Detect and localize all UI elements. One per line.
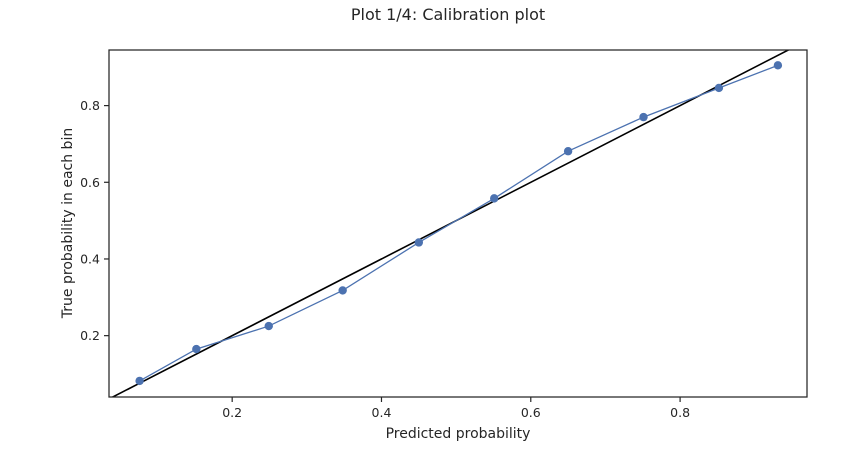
calibration-point — [264, 321, 273, 331]
calibration-point — [135, 376, 144, 386]
calibration-point — [414, 238, 424, 247]
plot-frame — [108, 49, 808, 398]
calibration-point — [192, 344, 201, 354]
x-axis-label: Predicted probability — [386, 426, 531, 442]
y-axis-label: True probability in each bin — [60, 128, 76, 319]
calibration-point — [338, 286, 347, 295]
chart-title: Plot 1/4: Calibration plot — [351, 5, 545, 24]
y-tick-label: 0.6 — [80, 175, 100, 190]
x-tick-label: 0.2 — [222, 405, 242, 420]
calibration-point — [773, 61, 783, 70]
calibration-point — [490, 194, 499, 203]
calibration-point — [563, 147, 573, 156]
calibration-point — [639, 112, 648, 122]
y-tick-label: 0.4 — [80, 251, 100, 266]
y-tick-label: 0.8 — [80, 98, 100, 113]
y-tick-label: 0.2 — [80, 328, 100, 343]
x-tick-label: 0.6 — [521, 405, 541, 420]
x-axis: 0.2 0.4 0.6 0.8 — [222, 397, 690, 420]
calibration-series-line — [139, 64, 779, 382]
x-tick-label: 0.4 — [372, 405, 392, 420]
calibration-point — [714, 83, 724, 93]
plot-area — [110, 50, 791, 397]
y-axis: 0.2 0.4 0.6 0.8 — [80, 98, 109, 343]
x-tick-label: 0.8 — [670, 405, 690, 420]
